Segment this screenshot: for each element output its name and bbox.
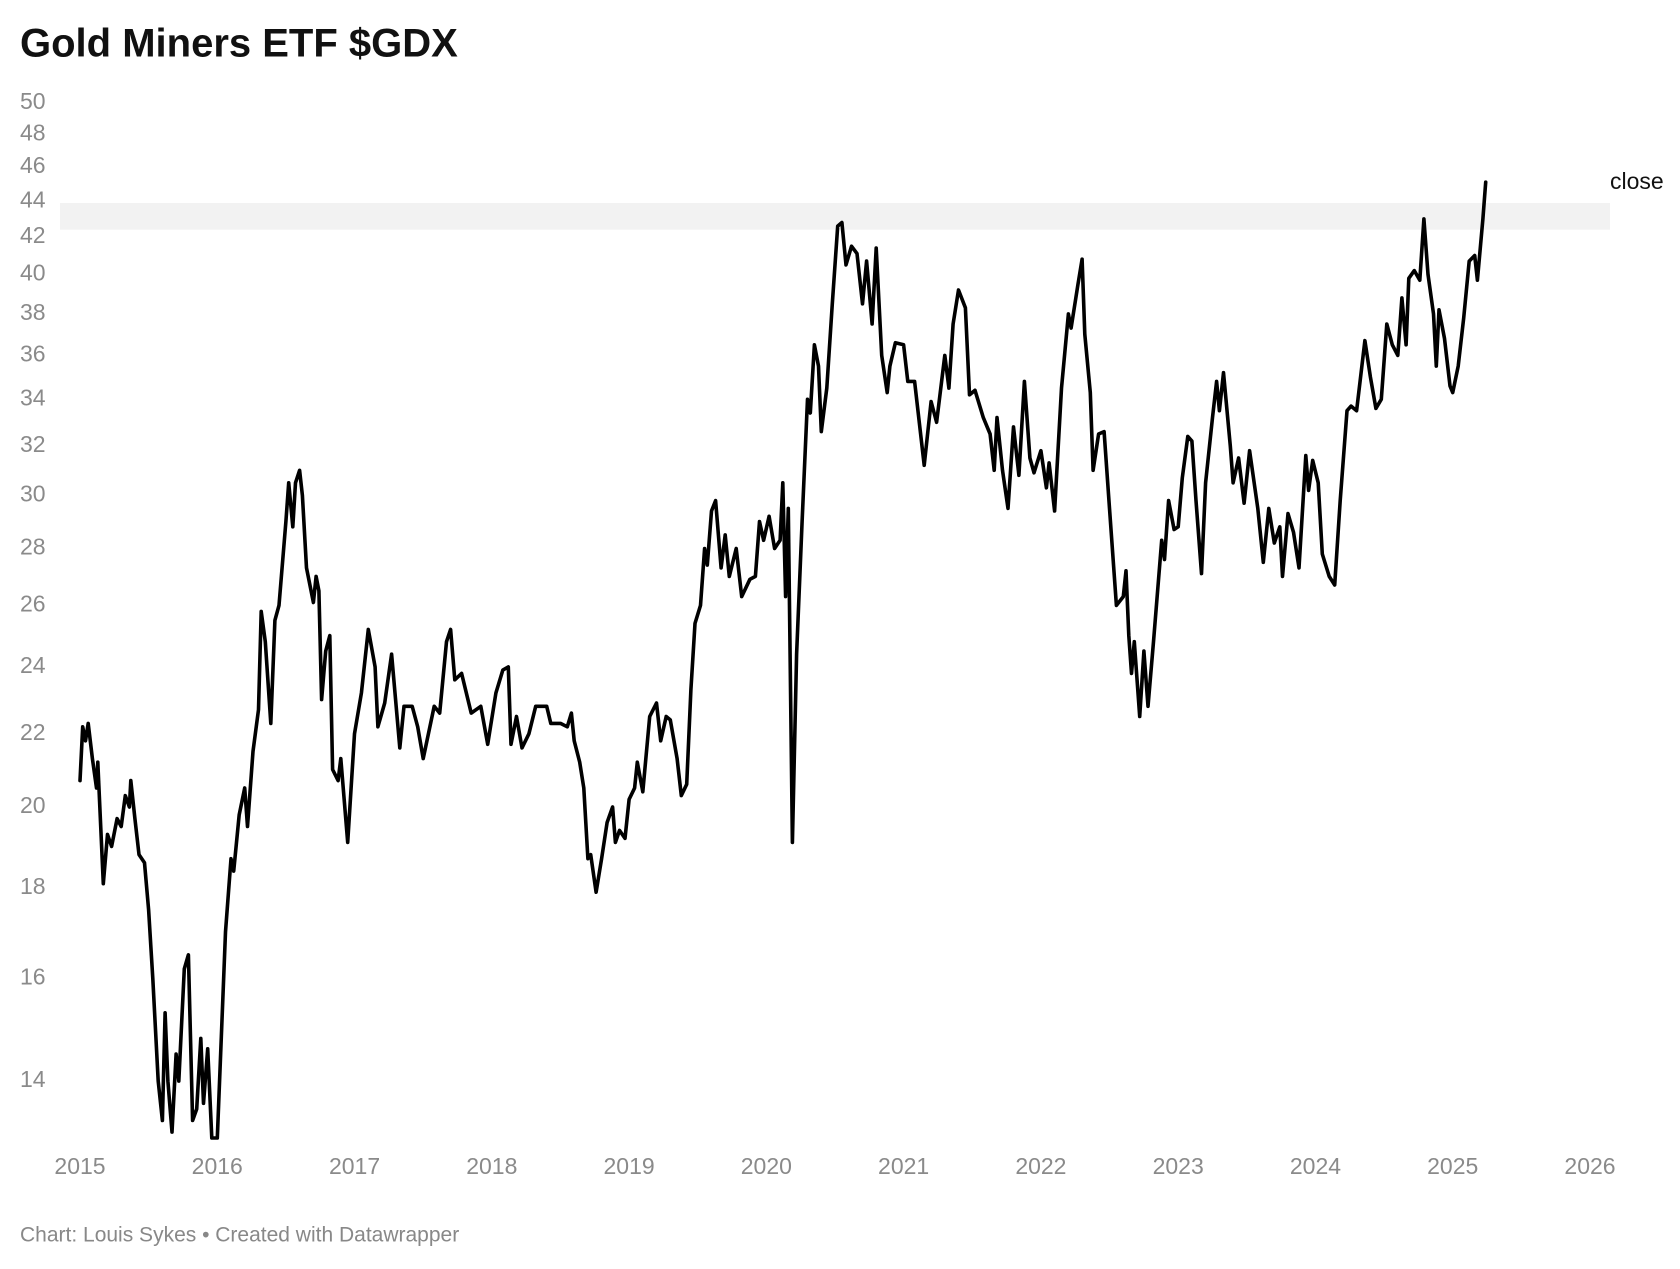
x-tick-label: 2020 [741, 1153, 792, 1179]
y-tick-label: 36 [20, 340, 46, 366]
y-tick-label: 48 [20, 119, 46, 145]
x-tick-label: 2016 [192, 1153, 243, 1179]
y-tick-label: 16 [20, 964, 46, 990]
x-tick-label: 2024 [1290, 1153, 1341, 1179]
y-tick-label: 42 [20, 222, 46, 248]
y-tick-label: 46 [20, 152, 46, 178]
y-tick-label: 20 [20, 792, 46, 818]
chart-title: Gold Miners ETF $GDX [20, 22, 458, 66]
y-tick-label: 26 [20, 591, 46, 617]
y-tick-label: 28 [20, 534, 46, 560]
x-tick-label: 2019 [604, 1153, 655, 1179]
series-line [78, 180, 1488, 1140]
x-tick-label: 2023 [1153, 1153, 1204, 1179]
x-tick-label: 2022 [1015, 1153, 1066, 1179]
y-tick-label: 44 [20, 186, 46, 212]
y-tick-label: 32 [20, 431, 46, 457]
y-tick-label: 34 [20, 384, 46, 410]
y-tick-label: 50 [20, 88, 46, 114]
y-tick-label: 24 [20, 652, 46, 678]
y-tick-label: 38 [20, 299, 46, 325]
y-tick-label: 40 [20, 260, 46, 286]
x-tick-label: 2017 [329, 1153, 380, 1179]
highlight-band [60, 202, 1610, 230]
source-note: Chart: Louis Sykes • Created with Datawr… [20, 1224, 459, 1247]
y-tick-label: 30 [20, 481, 46, 507]
y-tick-label: 18 [20, 873, 46, 899]
x-tick-label: 2025 [1427, 1153, 1478, 1179]
x-tick-label: 2026 [1564, 1153, 1615, 1179]
x-tick-label: 2021 [878, 1153, 929, 1179]
x-tick-label: 2015 [54, 1153, 105, 1179]
y-tick-label: 22 [20, 719, 46, 745]
series-label: close [1610, 168, 1664, 194]
x-tick-label: 2018 [466, 1153, 517, 1179]
y-tick-label: 14 [20, 1066, 46, 1092]
